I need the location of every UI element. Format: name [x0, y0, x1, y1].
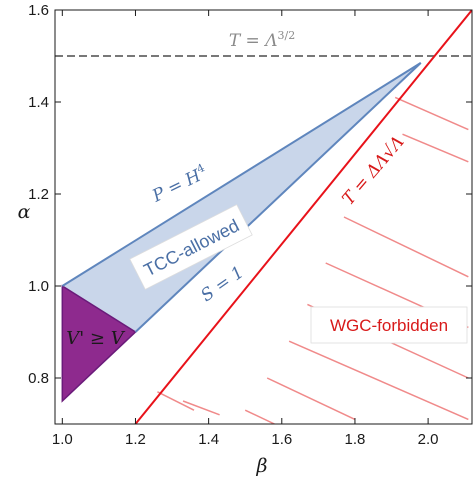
x-tick-label-5: 2.0	[418, 431, 439, 448]
hatch-line-8	[157, 391, 195, 411]
t-delta-lambda-label: T = ΔΛ√Λ	[339, 132, 409, 209]
x-tick-label-1: 1.2	[125, 431, 146, 448]
x-tick-label-3: 1.6	[271, 431, 292, 448]
y-tick-label-4: 1.6	[28, 2, 49, 19]
v-prime-region	[61, 284, 137, 403]
hatch-line-2	[343, 216, 469, 278]
hatch-line-1	[402, 133, 469, 163]
v-prime-label: V' ≥ V	[66, 328, 125, 349]
s-equals-1-label: S = 1	[197, 262, 247, 306]
y-tick-label-3: 1.4	[28, 94, 49, 111]
p-equals-h4-line	[61, 62, 422, 287]
hatch-line-9	[244, 409, 275, 424]
hatch-line-5	[288, 340, 469, 421]
x-axis-label: β	[256, 455, 268, 477]
wgc-forbidden-label: WGC-forbidden	[330, 316, 448, 335]
y-axis-label: α	[18, 201, 31, 223]
x-tick-label-0: 1.0	[52, 431, 73, 448]
y-tick-label-1: 1.0	[28, 278, 49, 295]
x-axis-ticks: 1.0 1.2 1.4 1.6 1.8 2.0	[52, 10, 439, 448]
t-delta-lambda-line	[134, 10, 472, 424]
x-tick-label-2: 1.4	[198, 431, 219, 448]
plot-frame	[54, 9, 473, 425]
y-axis-ticks: 0.8 1.0 1.2 1.4 1.6	[28, 2, 472, 387]
t-lambda-label: T = Λ3/2	[229, 29, 295, 51]
tcc-allowed-region	[62, 62, 421, 333]
y-tick-label-2: 1.2	[28, 186, 49, 203]
hatch-line-7	[182, 400, 220, 416]
x-tick-label-4: 1.8	[345, 431, 366, 448]
hatch-line-0	[394, 96, 469, 131]
wgc-forbidden-label-box: WGC-forbidden	[310, 306, 468, 344]
y-tick-label-0: 0.8	[28, 370, 49, 387]
hatch-line-6	[266, 377, 356, 421]
s-equals-1-line	[134, 62, 422, 333]
